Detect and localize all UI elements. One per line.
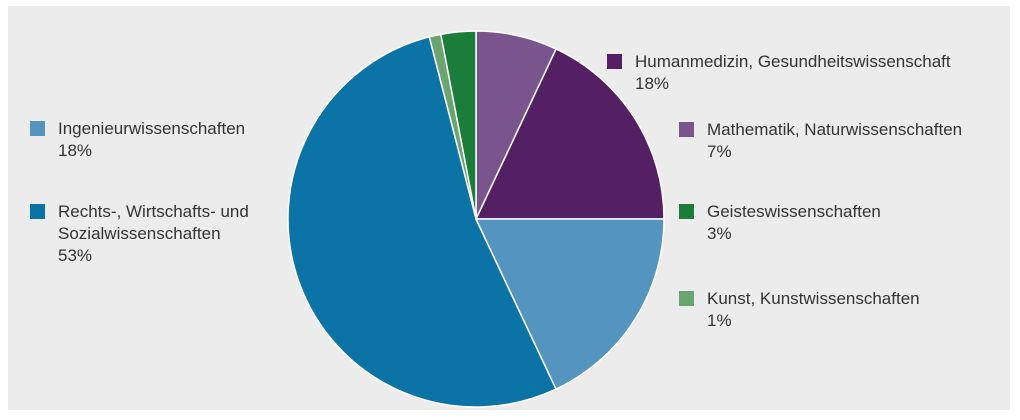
legend-swatch-geisteswissenschaften (679, 204, 694, 219)
pie-slice-ingenieur (475, 218, 665, 390)
legend-percent-humanmedizin: 18% (635, 74, 670, 93)
legend-item-geisteswissenschaften: Geisteswissenschaften 3% (679, 201, 881, 245)
legend-percent-geisteswissenschaften: 3% (707, 224, 732, 243)
legend-item-mathematik: Mathematik, Naturwissenschaften 7% (679, 119, 962, 163)
legend-percent-ingenieur: 18% (58, 141, 93, 160)
legend-item-ingenieur: Ingenieurwissenschaften 18% (30, 118, 245, 162)
legend-item-rechts: Rechts-, Wirtschafts- und Sozialwissensc… (30, 201, 249, 267)
pie-slice-humanmedizin (475, 48, 665, 220)
legend-swatch-kunst (679, 291, 694, 306)
legend-swatch-ingenieur (30, 121, 45, 136)
legend-percent-mathematik: 7% (707, 142, 732, 161)
legend-label-mathematik: Mathematik, Naturwissenschaften (707, 120, 963, 139)
legend-item-humanmedizin: Humanmedizin, Gesundheitswissenschaft 18… (607, 51, 951, 95)
legend-label-rechts: Rechts-, Wirtschafts- und Sozialwissensc… (58, 202, 249, 243)
legend-item-kunst: Kunst, Kunstwissenschaften 1% (679, 288, 920, 332)
pie-slice-rechts (287, 36, 557, 408)
legend-label-ingenieur: Ingenieurwissenschaften (58, 119, 246, 138)
legend-percent-kunst: 1% (707, 311, 732, 330)
legend-label-humanmedizin: Humanmedizin, Gesundheitswissenschaft (635, 52, 951, 71)
legend-swatch-mathematik (679, 122, 694, 137)
legend-label-geisteswissenschaften: Geisteswissenschaften (707, 202, 881, 221)
legend-swatch-rechts (30, 204, 45, 219)
legend-label-kunst: Kunst, Kunstwissenschaften (707, 289, 920, 308)
legend-percent-rechts: 53% (58, 246, 93, 265)
legend-swatch-humanmedizin (607, 54, 622, 69)
